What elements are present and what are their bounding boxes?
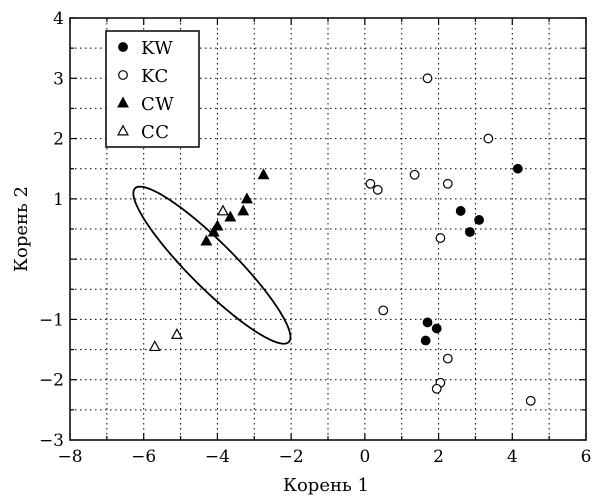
x-tick-label: 6 — [581, 447, 592, 467]
data-point-cw — [237, 204, 250, 216]
series-cw — [200, 168, 270, 246]
y-tick-label: 1 — [53, 190, 64, 210]
data-points — [148, 73, 536, 406]
legend-label: KC — [141, 66, 169, 87]
legend-item-kw: KW — [118, 38, 173, 59]
data-point-kc — [372, 184, 383, 195]
y-tick-label: 2 — [53, 130, 64, 150]
data-point-cc — [170, 328, 183, 339]
y-tick-label: −3 — [39, 431, 64, 451]
series-kw — [420, 163, 523, 346]
y-tick-label: −2 — [39, 371, 64, 391]
data-point-cw — [240, 192, 253, 204]
x-tick-label: 4 — [507, 447, 518, 467]
data-point-cw — [200, 234, 213, 246]
y-tick-label: 4 — [53, 9, 64, 29]
data-point-kc — [409, 169, 420, 180]
y-tick-label: −1 — [39, 310, 64, 330]
data-point-cw — [224, 210, 237, 222]
x-tick-label: 2 — [433, 447, 444, 467]
data-point-kc — [442, 353, 453, 364]
data-point-kc — [435, 233, 446, 243]
data-point-cw — [211, 219, 224, 231]
data-point-kc — [483, 133, 494, 144]
data-point-cw — [257, 168, 270, 180]
legend-label: CW — [141, 94, 174, 115]
grouping-ellipse — [132, 185, 292, 345]
legend-item-cc: CC — [117, 122, 170, 143]
x-tick-label: −4 — [205, 447, 230, 467]
data-point-kc — [431, 383, 442, 394]
x-tick-label: 0 — [359, 447, 370, 467]
data-point-kw — [455, 206, 466, 216]
data-point-kc — [525, 395, 536, 406]
x-tick-label: −6 — [131, 447, 156, 467]
data-point-kc — [378, 305, 389, 316]
y-tick-label: 3 — [53, 69, 64, 89]
legend-marker-kc — [118, 70, 128, 80]
axis-ticks — [69, 17, 587, 441]
data-point-cw — [207, 225, 220, 237]
data-point-kc — [442, 178, 453, 189]
annotation-layer — [132, 185, 292, 345]
data-point-kw — [474, 215, 485, 225]
legend-label: KW — [141, 38, 173, 59]
x-axis-title: Корень 1 — [283, 475, 369, 496]
series-kc — [365, 73, 536, 406]
series-cc — [148, 204, 229, 352]
data-point-kc — [422, 73, 433, 84]
data-point-cc — [148, 340, 161, 352]
legend-marker-kw — [118, 42, 128, 52]
x-tick-label: −2 — [279, 447, 304, 467]
data-point-kw — [512, 163, 523, 174]
legend-label: CC — [141, 122, 170, 143]
data-point-kw — [431, 323, 442, 334]
data-point-kw — [420, 335, 431, 346]
legend-item-cw: CW — [117, 94, 174, 115]
data-point-kw — [465, 227, 475, 237]
legend-marker-cc — [117, 124, 129, 136]
x-tick-label: −8 — [57, 447, 82, 467]
y-axis-title: Корень 2 — [11, 186, 32, 272]
legend-marker-cw — [117, 96, 129, 108]
tick-labels: −8 −6 −4 −2 0 2 4 6 −3 −2 −1 1 2 3 4 — [39, 9, 591, 467]
data-point-cc — [217, 204, 229, 216]
data-point-kc — [365, 178, 376, 189]
data-point-kw — [422, 317, 433, 328]
legend-item-kc: KC — [118, 66, 169, 87]
legend: KW KC CW CC — [105, 30, 200, 148]
